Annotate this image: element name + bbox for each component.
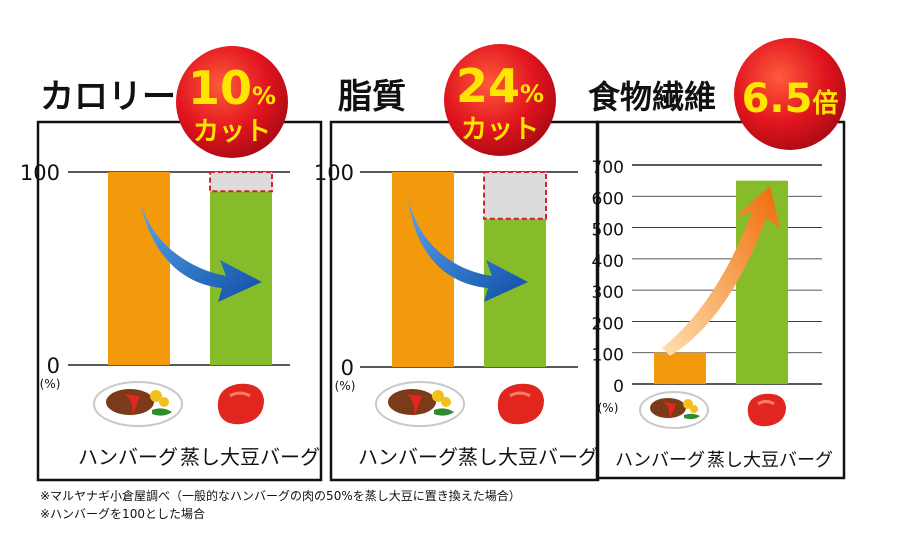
hamburger-plate-icon — [93, 381, 183, 427]
fat-badge-value: 24% — [456, 59, 544, 113]
calorie-category-soy: 蒸し大豆バーグ — [180, 445, 320, 469]
y-tick-label: 0 — [613, 377, 624, 397]
fat-badge-text: カット — [461, 115, 539, 145]
hamburger-plate-icon — [639, 391, 709, 429]
y-axis-unit: (%) — [598, 401, 619, 415]
reduction-area — [209, 171, 273, 193]
fat-panel: 脂質 100 0(%) ハンバーグ 蒸し大豆バーグ 24% カット — [314, 44, 600, 482]
calorie-badge-text: カット — [193, 117, 271, 147]
fiber-frame — [595, 120, 846, 480]
y-axis-unit: (%) — [335, 379, 356, 393]
y-tick-label: 500 — [592, 221, 624, 241]
soy-patty-icon — [747, 393, 786, 427]
bar-hamburger — [654, 352, 706, 384]
calorie-panel: カロリー 100 0(%) ハンバーグ 蒸し大豆バーグ 10% カット — [20, 46, 323, 482]
calorie-frame — [36, 120, 323, 482]
y-tick-label: 100 — [20, 161, 60, 185]
calorie-badge: 10% カット — [176, 46, 288, 158]
fiber-category-soy: 蒸し大豆バーグ — [707, 450, 833, 471]
fat-title: 脂質 — [338, 77, 406, 117]
fat-badge: 24% カット — [444, 44, 556, 156]
fiber-badge: 6.5倍 — [734, 38, 846, 150]
y-tick-label: 0 — [341, 356, 354, 380]
y-tick-label: 700 — [592, 158, 624, 178]
hamburger-plate-icon — [375, 381, 465, 427]
bar-hamburger — [108, 172, 170, 365]
fiber-category-hamburger: ハンバーグ — [615, 450, 705, 471]
fat-category-soy: 蒸し大豆バーグ — [458, 445, 598, 469]
y-axis-unit: (%) — [40, 377, 61, 391]
y-tick-label: 0 — [47, 354, 60, 378]
curved-arrow-down-icon — [140, 200, 262, 302]
footnote-source: ※マルヤナギ小倉屋調べ（一般的なハンバーグの肉の50%を蒸し大豆に置き換えた場合… — [40, 489, 521, 503]
calorie-title: カロリー — [40, 77, 176, 117]
reduction-area — [483, 171, 547, 220]
y-tick-label: 100 — [592, 346, 624, 366]
calorie-badge-value: 10% — [188, 61, 276, 115]
fiber-title: 食物繊維 — [588, 78, 716, 116]
y-tick-label: 100 — [314, 161, 354, 185]
fiber-panel: 食物繊維 700 600 500 400 300 200 100 0 (%) ハンバーグ 蒸し大… — [588, 38, 846, 480]
fiber-badge-value: 6.5倍 — [742, 76, 839, 122]
y-tick-label: 600 — [592, 189, 624, 209]
footnote-basis: ※ハンバーグを100とした場合 — [40, 507, 205, 521]
curved-arrow-down-icon — [408, 196, 528, 302]
soy-patty-icon — [217, 383, 264, 425]
curved-arrow-up-icon — [662, 186, 780, 356]
y-tick-label: 400 — [592, 252, 624, 272]
y-tick-label: 300 — [592, 283, 624, 303]
fat-frame — [329, 120, 600, 482]
y-tick-label: 200 — [592, 314, 624, 334]
soy-patty-icon — [497, 383, 544, 425]
calorie-category-hamburger: ハンバーグ — [78, 445, 178, 469]
fat-category-hamburger: ハンバーグ — [358, 445, 458, 469]
